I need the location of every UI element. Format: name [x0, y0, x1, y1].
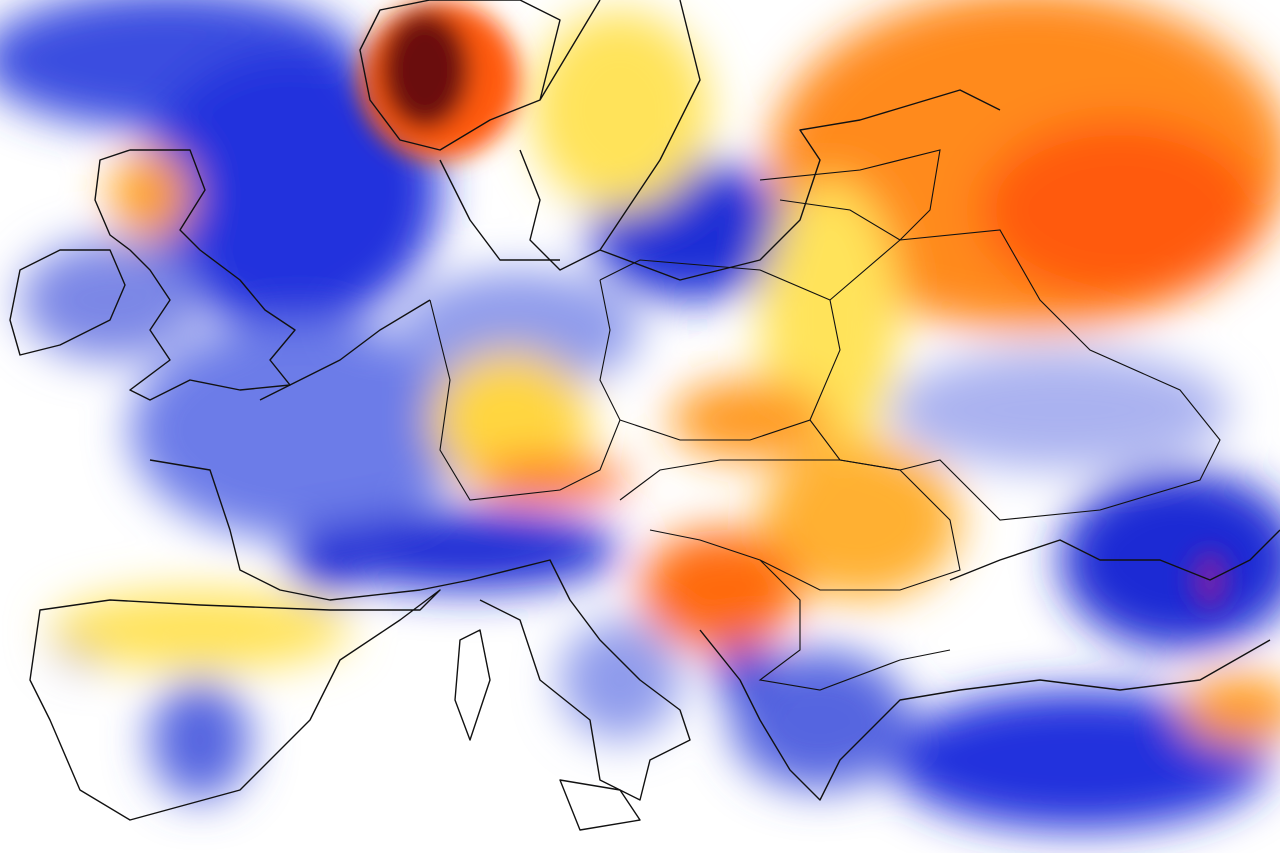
- coastline: [149, 459, 691, 801]
- cold-area: [730, 650, 910, 790]
- coastline: [259, 159, 560, 401]
- cold-area: [890, 350, 1230, 470]
- warm-area: [430, 350, 590, 490]
- coastline: [29, 589, 441, 821]
- border: [599, 259, 841, 441]
- warm-area: [530, 10, 710, 210]
- coastline: [9, 249, 126, 356]
- border: [758, 559, 951, 691]
- warm-area: [1180, 675, 1280, 745]
- warm-area: [470, 460, 630, 500]
- coastline: [559, 779, 641, 831]
- coastline: [699, 629, 1271, 801]
- borders: [429, 149, 1221, 691]
- border: [429, 279, 621, 501]
- cold-area: [400, 270, 640, 390]
- coastlines: [9, 0, 1280, 831]
- warm-area: [670, 380, 830, 460]
- warm-area: [50, 590, 350, 670]
- coastline: [599, 89, 1001, 281]
- anomaly-core: [360, 0, 1230, 610]
- warm-area: [980, 120, 1260, 300]
- cold-area: [890, 690, 1270, 830]
- border: [809, 229, 1221, 521]
- cold-area: [150, 680, 250, 800]
- cold-area: [560, 620, 680, 740]
- coastline: [454, 629, 491, 741]
- warm-area: [640, 530, 800, 650]
- cold-area: [20, 240, 200, 360]
- cold-area: [320, 510, 620, 590]
- cold-area: [290, 525, 370, 595]
- coastline: [94, 149, 296, 401]
- cold-area: [1060, 470, 1280, 650]
- border: [759, 149, 941, 241]
- coastline: [949, 529, 1280, 581]
- cold-area: [140, 50, 440, 330]
- warm-area: [380, 10, 470, 130]
- warm-area: [110, 150, 190, 240]
